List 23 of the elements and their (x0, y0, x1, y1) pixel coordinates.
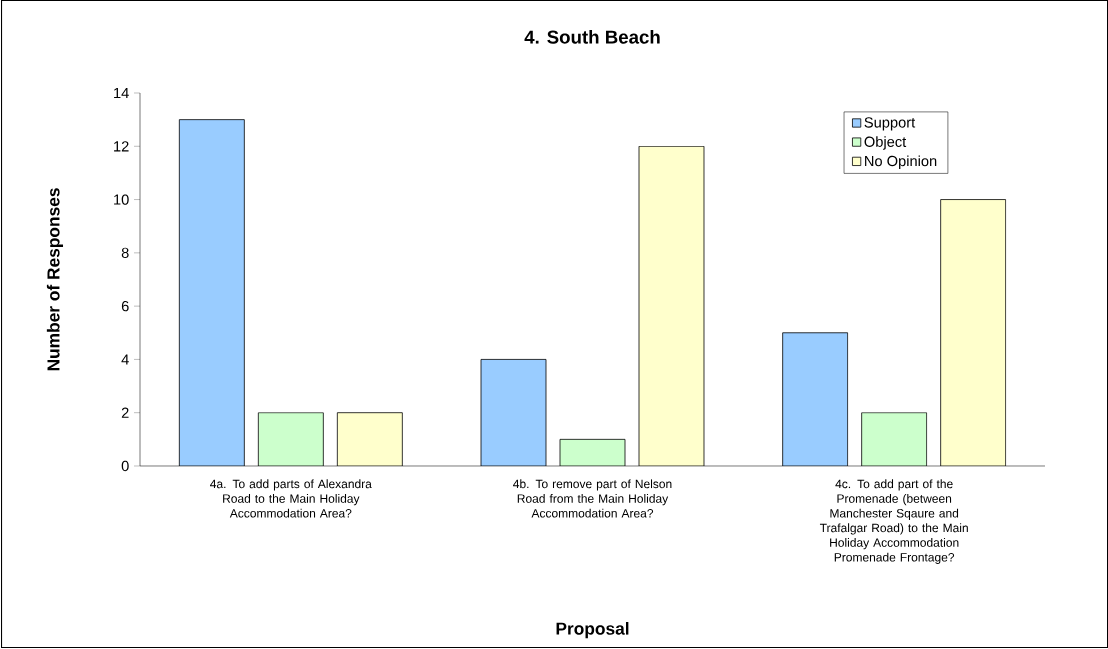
x-axis-title: Proposal (556, 622, 629, 639)
y-tick-label: 12 (114, 141, 129, 152)
y-tick-label: 0 (121, 460, 129, 472)
y-tick-label: 8 (121, 247, 129, 259)
y-tick-label: 2 (121, 407, 129, 418)
bar (336, 412, 403, 466)
bar (257, 412, 324, 466)
bar (559, 438, 626, 466)
x-tick-label: 4b. To remove part of Nelson Road from the Main Holiday Accommodation Area? (513, 479, 672, 518)
x-tick-label: 4a. To add parts of Alexandra Road to the Main Holiday Accommodation Area? (210, 479, 372, 518)
y-axis-title: Number of Responses (46, 188, 64, 371)
y-tick-label: 10 (114, 194, 129, 205)
legend-label: No Opinion (865, 155, 937, 170)
legend-label: Support (864, 117, 916, 131)
y-tick-label: 6 (121, 300, 129, 312)
bar (940, 199, 1007, 466)
y-tick-label: 14 (114, 87, 129, 99)
x-tick-label: 4c. To add part of the Promenade (between Manchester Sqaure and Trafalgar Road) to the Main Holiday Accommodation Promenade Frontage? (819, 479, 968, 564)
bar (861, 412, 928, 466)
bar (638, 145, 705, 466)
y-tick-label: 4 (121, 354, 129, 365)
legend-label: Object (864, 136, 907, 150)
chart-title: 4. South Beach (524, 30, 660, 44)
